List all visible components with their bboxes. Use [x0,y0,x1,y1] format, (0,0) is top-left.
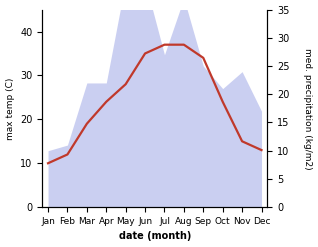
Y-axis label: max temp (C): max temp (C) [5,77,15,140]
Y-axis label: med. precipitation (kg/m2): med. precipitation (kg/m2) [303,48,313,169]
X-axis label: date (month): date (month) [119,231,191,242]
